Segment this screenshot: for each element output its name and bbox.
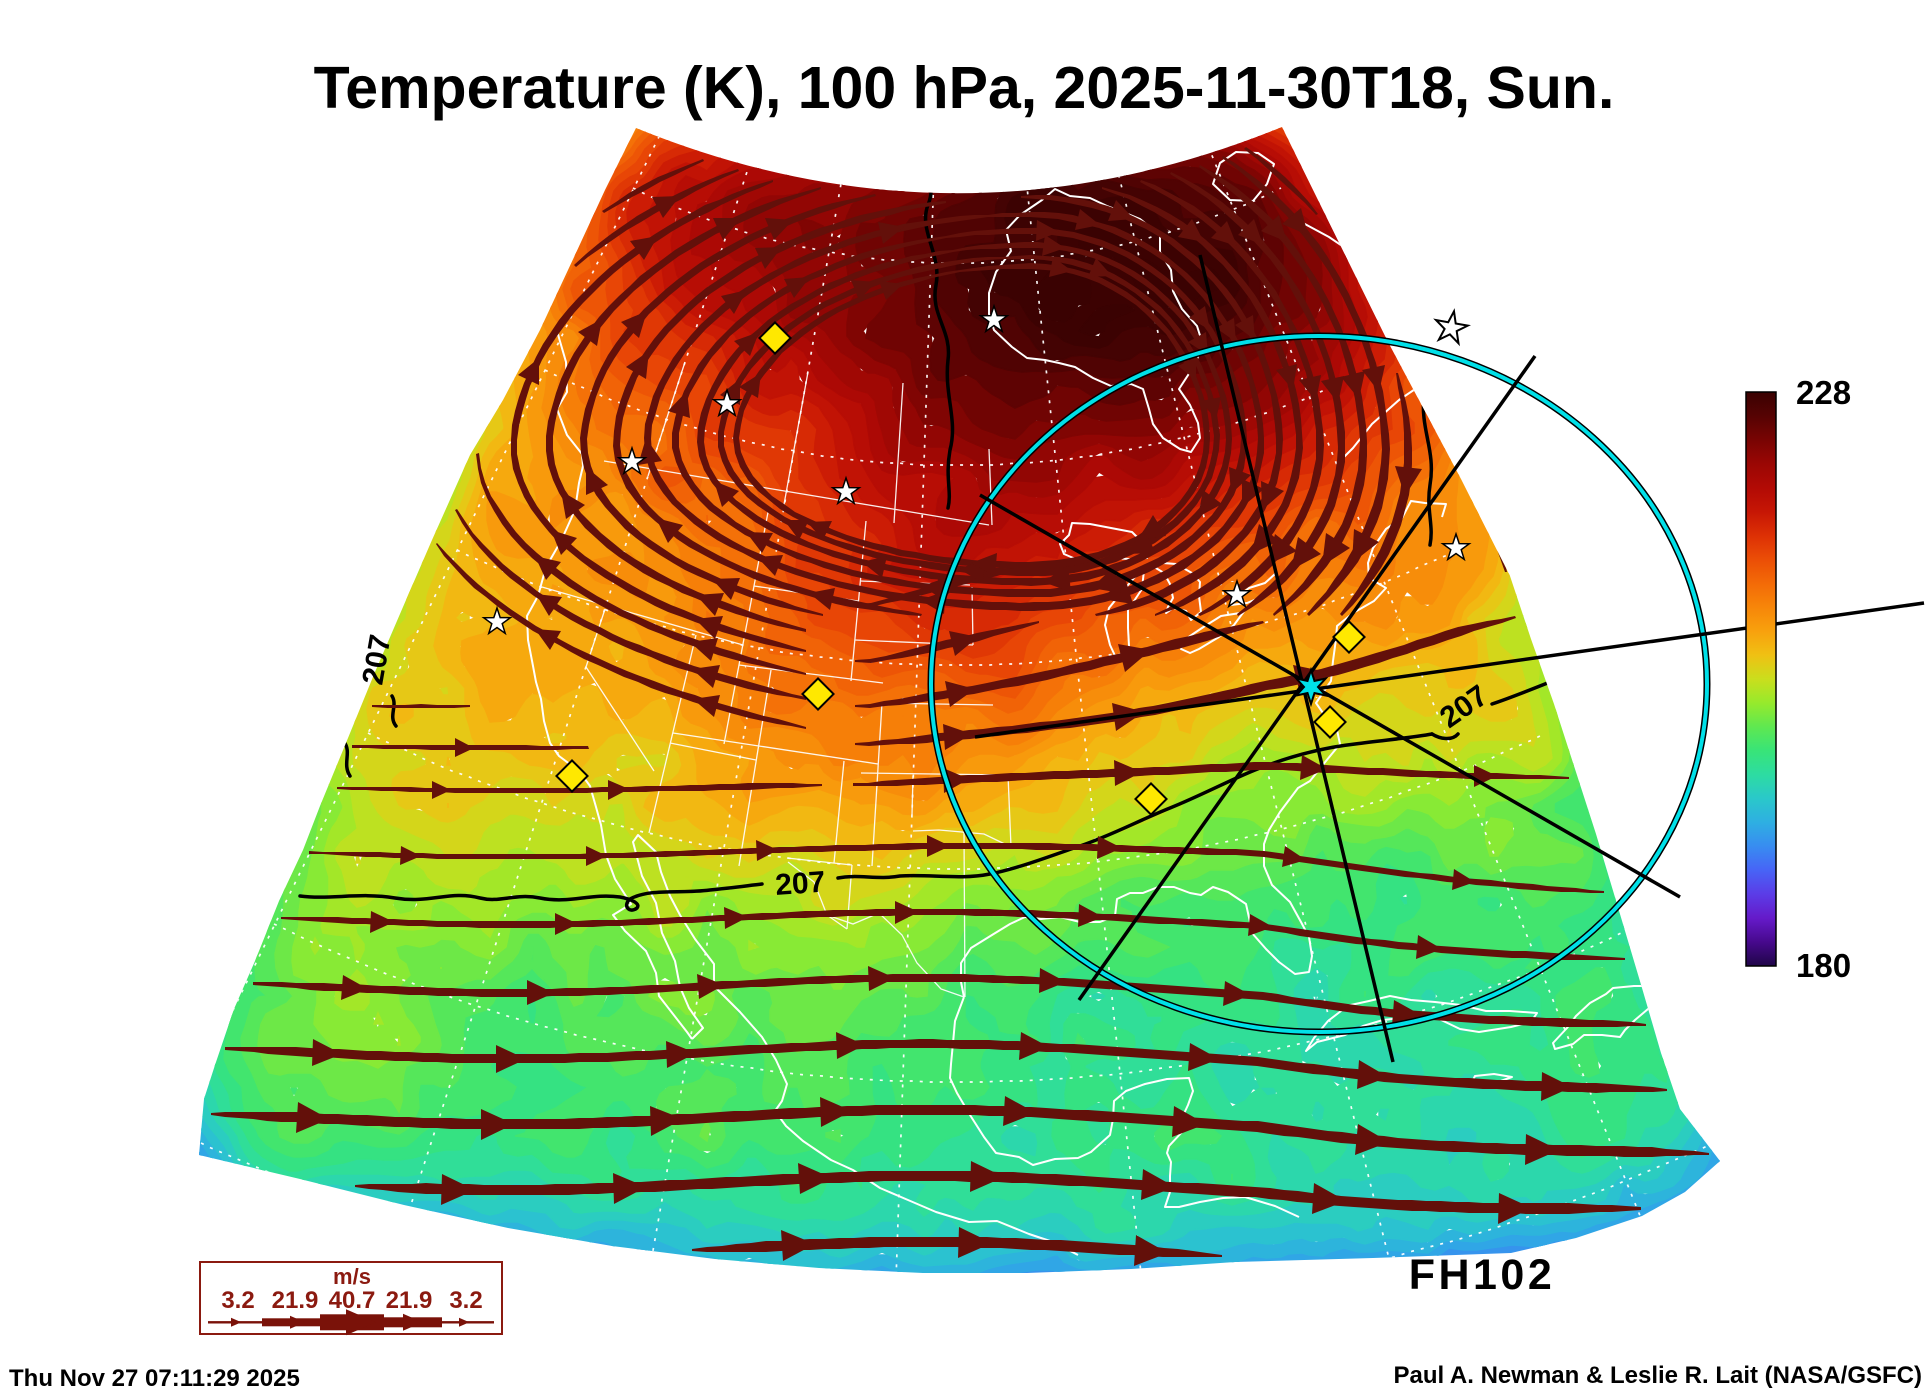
svg-text:207: 207: [774, 866, 826, 902]
svg-text:m/s: m/s: [333, 1264, 371, 1289]
svg-text:21.9: 21.9: [386, 1287, 433, 1314]
svg-text:Temperature (K), 100 hPa, 2025: Temperature (K), 100 hPa, 2025-11-30T18,…: [314, 55, 1615, 121]
svg-text:180: 180: [1796, 947, 1851, 984]
svg-text:228: 228: [1796, 374, 1851, 411]
svg-text:21.9: 21.9: [272, 1287, 319, 1314]
svg-text:3.2: 3.2: [221, 1287, 254, 1314]
svg-text:Thu Nov 27 07:11:29 2025: Thu Nov 27 07:11:29 2025: [9, 1365, 300, 1392]
svg-text:FH102: FH102: [1409, 1251, 1556, 1299]
svg-text:Paul A. Newman & Leslie R. Lai: Paul A. Newman & Leslie R. Lait (NASA/GS…: [1393, 1362, 1922, 1389]
svg-text:40.7: 40.7: [329, 1287, 376, 1314]
svg-text:3.2: 3.2: [449, 1287, 482, 1314]
